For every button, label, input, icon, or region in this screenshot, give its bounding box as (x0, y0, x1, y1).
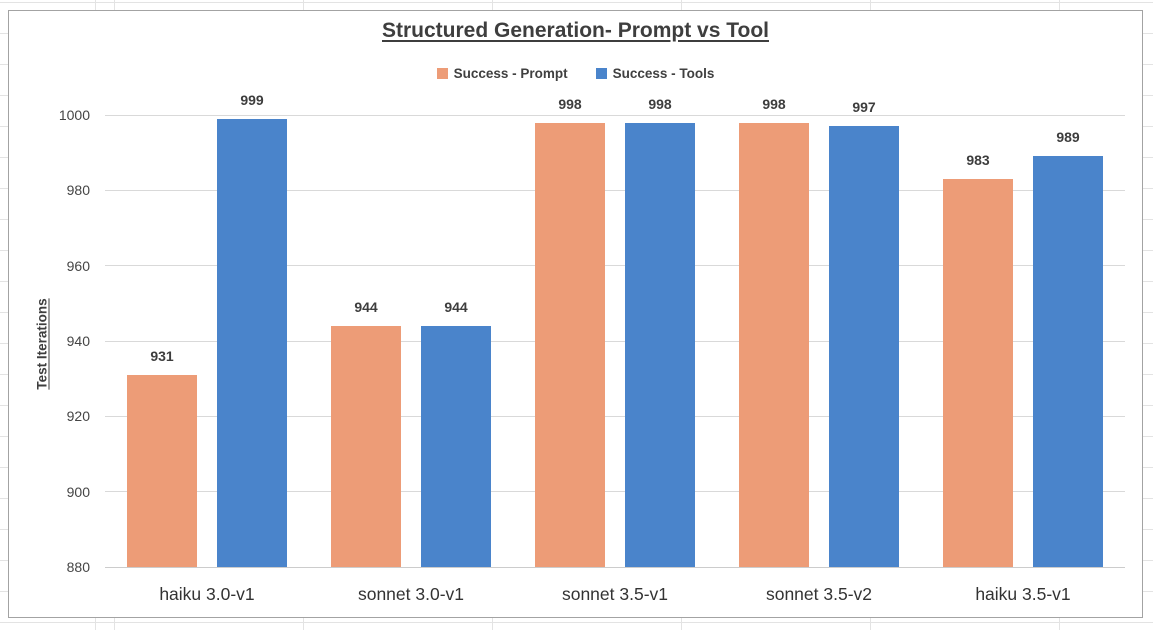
x-category-label: sonnet 3.0-v1 (357, 584, 465, 604)
bar-value-label: 944 (354, 298, 378, 315)
gridline (105, 415, 1125, 417)
bar-success-prompt-haiku-3-5-v1 (943, 179, 1013, 567)
bar-value-label: 997 (852, 99, 876, 116)
x-category-label: sonnet 3.5-v1 (561, 584, 669, 604)
y-tick-label: 880 (66, 559, 90, 575)
bar-success-prompt-haiku-3-0-v1 (127, 374, 197, 567)
bar-success-tools-sonnet-3-0-v1 (421, 325, 491, 567)
bar-success-prompt-sonnet-3-0-v1 (331, 325, 401, 567)
bar-success-tools-sonnet-3-5-v2 (829, 126, 899, 567)
y-tick-label: 960 (66, 257, 90, 274)
bar-value-label: 998 (762, 95, 786, 112)
gridline (105, 114, 1125, 116)
legend-item-success-prompt: Success - Prompt (436, 66, 568, 81)
bar-value-label: 998 (558, 95, 582, 112)
x-category-label: sonnet 3.5-v2 (765, 584, 873, 604)
legend-item-success-tools: Success - Tools (595, 66, 715, 81)
y-tick-label: 1000 (58, 107, 90, 123)
y-tick-label: 900 (66, 483, 90, 500)
bar-value-label: 944 (444, 298, 468, 315)
bar-success-tools-sonnet-3-5-v1 (625, 122, 695, 567)
chart-title: Structured Generation- Prompt vs Tool (382, 19, 769, 42)
x-category-label: haiku 3.0-v1 (159, 584, 255, 604)
bar-success-tools-haiku-3-0-v1 (217, 118, 287, 567)
bar-value-label: 931 (150, 347, 174, 364)
bar-value-label: 999 (240, 91, 264, 108)
x-axis-line (105, 566, 1125, 568)
bar-success-prompt-sonnet-3-5-v2 (739, 122, 809, 567)
legend-swatch-icon (436, 68, 448, 79)
gridline (105, 265, 1125, 267)
bar-value-label: 989 (1056, 129, 1080, 146)
y-tick-label: 940 (66, 333, 90, 349)
y-tick-label: 980 (66, 182, 90, 199)
y-tick-label: 920 (66, 408, 90, 425)
legend-label: Success - Prompt (453, 66, 568, 81)
legend: Success - Prompt Success - Tools (8, 66, 1143, 81)
gridline (105, 340, 1125, 342)
bar-success-tools-haiku-3-5-v1 (1033, 156, 1103, 567)
legend-label: Success - Tools (612, 66, 715, 81)
bar-value-label: 983 (966, 152, 990, 169)
bar-value-label: 998 (648, 95, 672, 112)
gridline (105, 491, 1125, 493)
gridline (105, 189, 1125, 191)
x-category-label: haiku 3.5-v1 (975, 584, 1071, 604)
legend-swatch-icon (595, 68, 607, 79)
bar-success-prompt-sonnet-3-5-v1 (535, 122, 605, 567)
